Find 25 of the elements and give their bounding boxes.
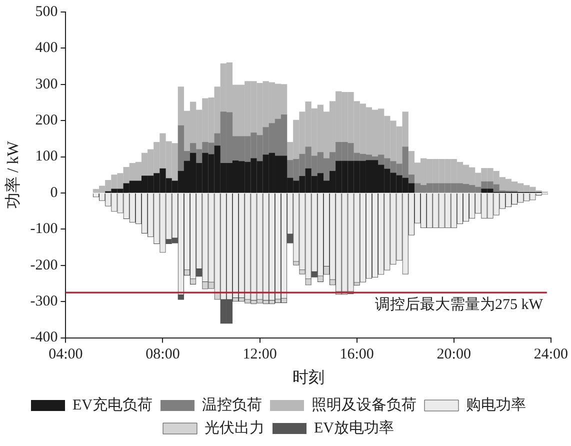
x-tick-label: 16:00 — [340, 346, 374, 363]
y-tick-label: 300 — [35, 76, 58, 92]
legend-label: 照明及设备负荷 — [312, 396, 416, 414]
legend-label: 购电功率 — [466, 396, 526, 414]
legend-label: 光伏出力 — [204, 419, 264, 436]
y-tick-label: 400 — [35, 40, 58, 56]
y-tick-label: -400 — [30, 330, 58, 346]
x-tick-label: 08:00 — [146, 346, 180, 363]
y-tick-label: -100 — [30, 221, 58, 238]
x-tick-label: 24:00 — [534, 346, 568, 363]
y-axis-title: 功率 / kW — [4, 140, 22, 209]
y-tick-label: 500 — [35, 4, 58, 20]
x-axis-title: 时刻 — [292, 368, 324, 387]
ref-line-label: 调控后最大需量为275 kW — [374, 296, 544, 313]
y-tick-label: 0 — [50, 184, 58, 201]
y-tick-label: 200 — [35, 112, 58, 129]
y-tick-label: -300 — [30, 294, 58, 310]
y-tick-label: 100 — [35, 148, 58, 165]
legend-label: EV放电功率 — [314, 419, 394, 436]
x-tick-label: 20:00 — [436, 346, 471, 363]
x-tick-label: 12:00 — [242, 346, 277, 363]
legend-label: 温控负荷 — [202, 396, 262, 414]
x-tick-label: 04:00 — [48, 346, 83, 363]
y-tick-label: -200 — [30, 257, 58, 274]
legend-label: EV充电负荷 — [72, 396, 152, 414]
